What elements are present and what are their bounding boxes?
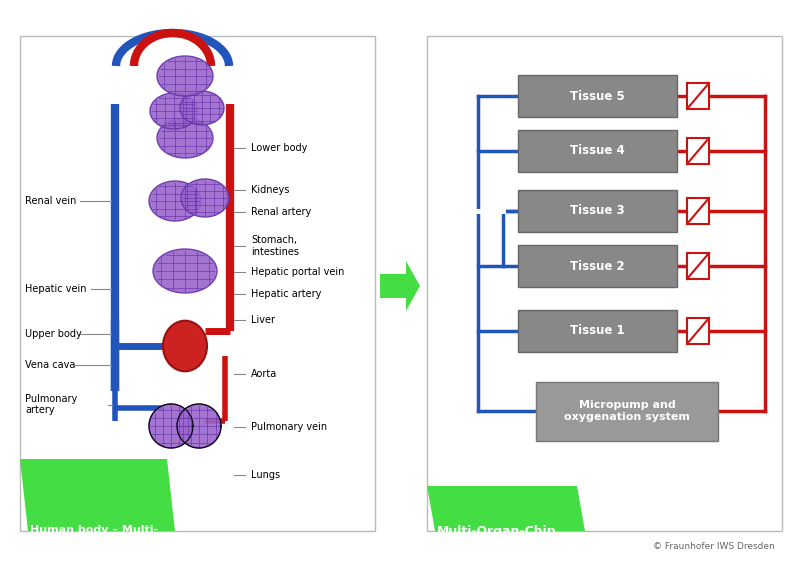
FancyBboxPatch shape	[536, 381, 718, 440]
Text: Kidneys: Kidneys	[251, 185, 290, 195]
Text: Vena cava: Vena cava	[25, 360, 75, 370]
Bar	[687, 138, 709, 164]
Text: Tissue 1: Tissue 1	[570, 324, 625, 337]
Text: © Fraunhofer IWS Dresden: © Fraunhofer IWS Dresden	[654, 542, 775, 551]
FancyBboxPatch shape	[518, 310, 677, 352]
FancyBboxPatch shape	[518, 75, 677, 117]
Polygon shape	[157, 118, 213, 158]
Bar	[687, 198, 709, 224]
Text: Lungs: Lungs	[251, 470, 280, 481]
FancyBboxPatch shape	[518, 190, 677, 232]
Polygon shape	[150, 93, 198, 129]
Text: Tissue 5: Tissue 5	[570, 89, 625, 102]
Polygon shape	[427, 486, 585, 531]
Text: Pulmonary
artery: Pulmonary artery	[25, 394, 78, 415]
Text: Renal vein: Renal vein	[25, 196, 76, 206]
FancyBboxPatch shape	[518, 130, 677, 172]
Text: Tissue 4: Tissue 4	[570, 144, 625, 157]
Bar	[20, 36, 375, 531]
Bar	[687, 318, 709, 344]
Text: Hepatic artery: Hepatic artery	[251, 289, 322, 299]
Polygon shape	[149, 404, 193, 448]
Text: Pulmonary vein: Pulmonary vein	[251, 422, 327, 432]
Text: Liver: Liver	[251, 315, 275, 325]
Bar	[687, 253, 709, 279]
Bar	[687, 83, 709, 109]
Polygon shape	[153, 249, 217, 293]
Text: Tissue 3: Tissue 3	[570, 204, 625, 217]
Text: Hepatic portal vein: Hepatic portal vein	[251, 267, 344, 277]
FancyBboxPatch shape	[518, 245, 677, 287]
Polygon shape	[180, 91, 224, 125]
Text: Hepatic vein: Hepatic vein	[25, 284, 86, 294]
Text: Multi-Organ-Chip: Multi-Organ-Chip	[437, 525, 557, 538]
Text: Lower body: Lower body	[251, 143, 307, 153]
Polygon shape	[181, 179, 229, 217]
Text: Renal artery: Renal artery	[251, 207, 311, 217]
Text: Micropump and
oxygenation system: Micropump and oxygenation system	[564, 400, 690, 422]
Polygon shape	[20, 459, 175, 531]
Text: Tissue 2: Tissue 2	[570, 259, 625, 272]
Ellipse shape	[163, 321, 207, 371]
Polygon shape	[157, 56, 213, 96]
Polygon shape	[149, 181, 201, 221]
Bar	[427, 36, 782, 531]
Text: Human body – Multi-
Organ-System: Human body – Multi- Organ-System	[30, 525, 158, 548]
Polygon shape	[380, 261, 420, 311]
Polygon shape	[177, 404, 221, 448]
Text: Upper body: Upper body	[25, 329, 82, 339]
Text: Aorta: Aorta	[251, 368, 278, 379]
Text: Stomach,
intestines: Stomach, intestines	[251, 235, 299, 257]
